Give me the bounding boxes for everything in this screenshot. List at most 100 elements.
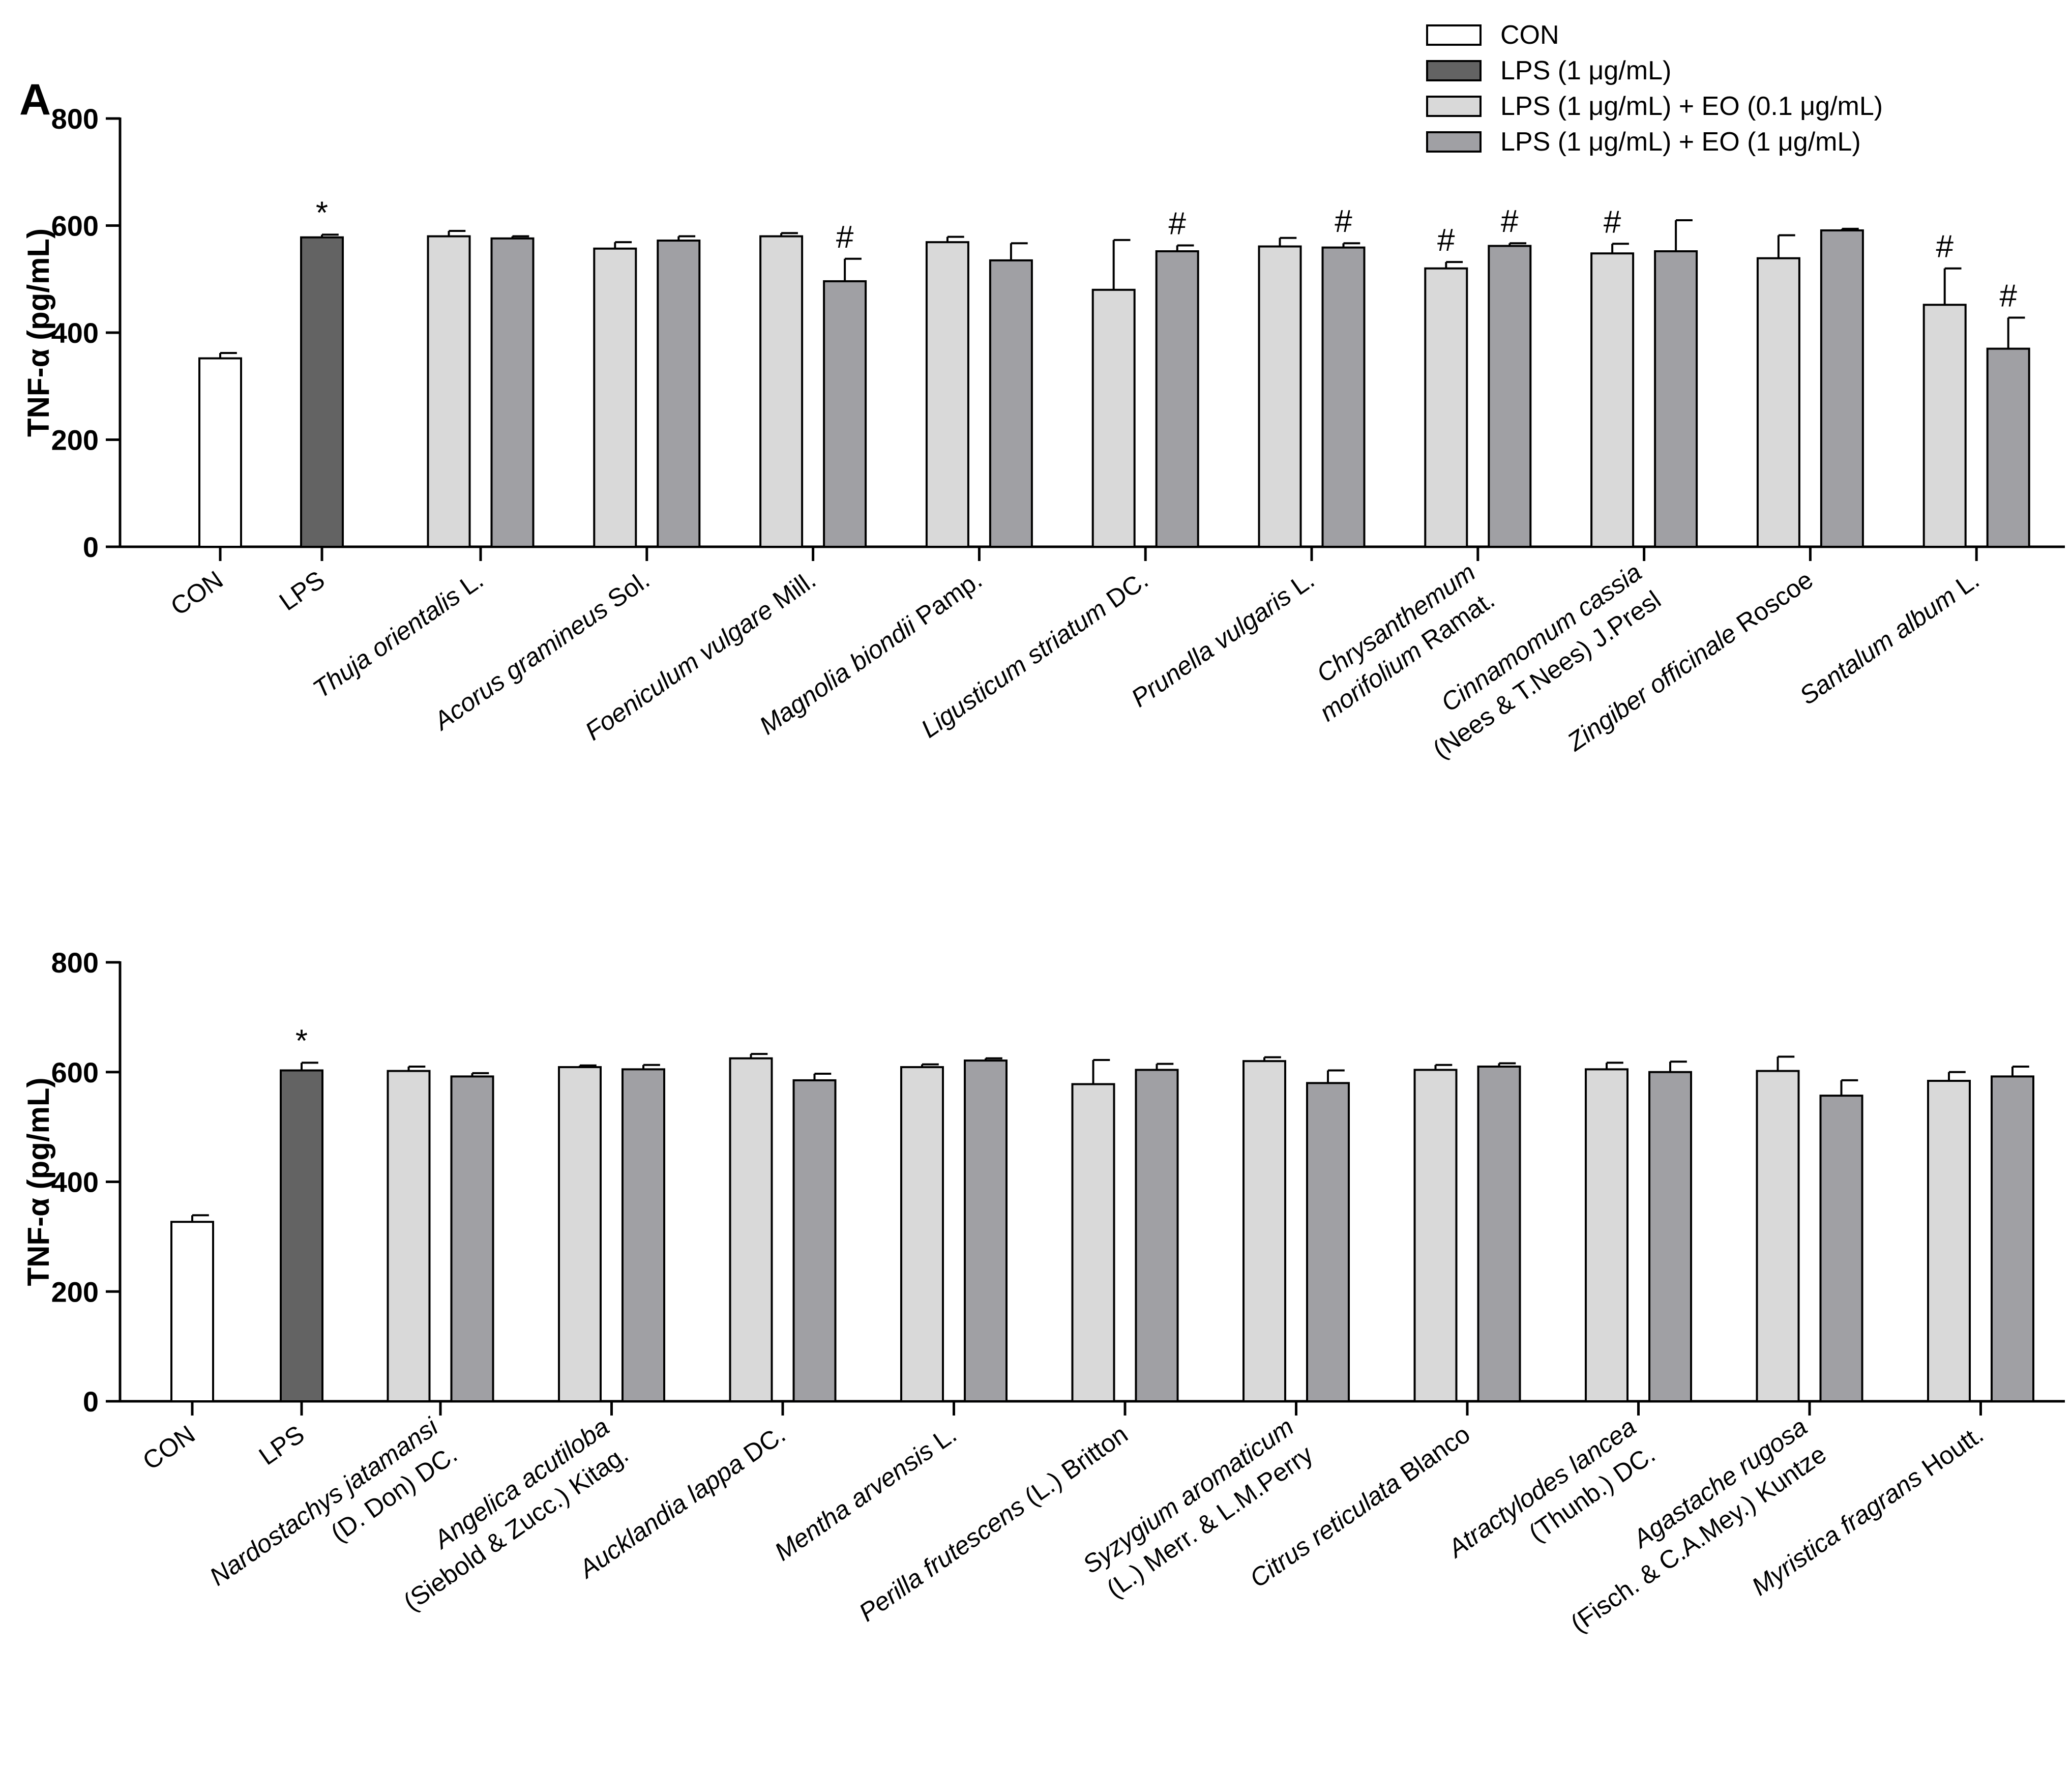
y-tick-label: 200 [51, 424, 99, 456]
bar-eo-high-2 [657, 239, 701, 548]
bar-eo-low-7 [1424, 267, 1468, 548]
category-label-run: Houtt. [1911, 1420, 1989, 1486]
legend-swatch-eo-high [1426, 131, 1482, 153]
bar-eo-low-9 [1756, 1070, 1800, 1402]
category-1-label-line1: Nardostachys jatamansi [204, 1411, 444, 1591]
bar-eo-low-4 [900, 1066, 944, 1402]
category-label-run: Roscoe [1726, 565, 1818, 642]
y-tick-label: 800 [51, 947, 99, 979]
y-tick-label: 600 [51, 210, 99, 242]
legend-swatch-lps [1426, 60, 1482, 81]
legend-label-eo-high: LPS (1 μg/mL) + EO (1 μg/mL) [1500, 127, 1861, 157]
category-1-label-line1: Thuja orientalis L. [308, 565, 488, 703]
bar-eo-low-7-significance-mark: # [1437, 223, 1455, 258]
bar-eo-low-8 [1585, 1068, 1629, 1402]
category-10-label: Santalum album L. [1794, 565, 1985, 710]
y-tick-label: 400 [51, 317, 99, 349]
category-con-label-line1: CON [137, 1420, 200, 1476]
category-3-label-line1: Aucklandia lappa DC. [573, 1420, 790, 1584]
category-label-run: LPS [274, 565, 330, 616]
bar-eo-high-5 [1155, 250, 1199, 548]
legend-swatch-eo-low [1426, 96, 1482, 117]
category-label-run: CON [165, 565, 228, 621]
bar-eo-high-5 [1135, 1069, 1179, 1403]
bar-eo-high-9 [1819, 1095, 1863, 1402]
bar-eo-high-6 [1306, 1082, 1350, 1402]
bar-eo-high-10 [1986, 347, 2030, 548]
category-5-label-line1: Perilla frutescens (L.) Britton [854, 1420, 1133, 1627]
bar-eo-high-4 [964, 1059, 1008, 1402]
category-4-label: Mentha arvensis L. [769, 1420, 962, 1566]
bar-eo-low-1 [427, 235, 471, 548]
bar-eo-high-10 [1991, 1075, 2034, 1402]
bar-eo-low-2 [558, 1066, 602, 1402]
bar-eo-high-7 [1488, 245, 1532, 548]
legend-label-eo-low: LPS (1 μg/mL) + EO (0.1 μg/mL) [1500, 92, 1883, 121]
bar-eo-low-8 [1590, 252, 1635, 548]
category-lps-label-line1: LPS [254, 1420, 310, 1470]
y-axis-label: TNF-α (pg/mL) [21, 228, 55, 437]
category-label-run: Mentha arvensis [769, 1436, 939, 1566]
category-label-run: Santalum album [1794, 581, 1961, 710]
category-lps-label: LPS [254, 1420, 310, 1470]
bar-eo-low-4 [925, 241, 969, 548]
bar-eo-high-3-significance-mark: # [836, 220, 854, 255]
bar-eo-low-10-significance-mark: # [1936, 229, 1953, 264]
y-tick-label: 200 [51, 1276, 99, 1308]
category-5-label: Perilla frutescens (L.) Britton [854, 1420, 1133, 1627]
bar-eo-high-9 [1820, 229, 1864, 548]
category-lps-label: LPS [274, 565, 330, 616]
bar-lps [300, 236, 344, 548]
category-con-label: CON [165, 565, 228, 621]
bar-eo-high-7 [1477, 1065, 1521, 1402]
category-con-label-line1: CON [165, 565, 228, 621]
category-8-label: Atractylodes lancea(Thunb.) DC. [1442, 1412, 1661, 1564]
bar-eo-high-1 [490, 237, 535, 548]
y-tick-label: 0 [83, 531, 99, 563]
legend: CON LPS (1 μg/mL) LPS (1 μg/mL) + EO (0.… [1426, 20, 1883, 157]
panel-label: A [19, 75, 51, 124]
category-label-run: Blanco [1389, 1420, 1475, 1492]
chart-bottom: 0 200 400 600 800 TNF-α (pg/mL) CON * LPSNardost… [21, 947, 2065, 1638]
bar-eo-high-5-significance-mark: # [1168, 206, 1186, 241]
category-label-run: LPS [254, 1420, 310, 1470]
bar-eo-low-3 [729, 1057, 773, 1402]
bar-eo-low-3 [759, 235, 804, 548]
category-con-label: CON [137, 1420, 200, 1476]
bar-eo-high-3 [823, 280, 867, 548]
legend-label-con: CON [1500, 20, 1559, 50]
category-label-run: Magnolia biondii [754, 611, 922, 740]
y-axis-label: TNF-α (pg/mL) [21, 1077, 55, 1286]
category-3-label: Aucklandia lappa DC. [573, 1420, 790, 1584]
bar-eo-low-6 [1258, 245, 1302, 548]
bar-eo-low-5 [1091, 288, 1136, 548]
category-label-run: Nardostachys jatamansi [204, 1411, 444, 1591]
category-1-label: Thuja orientalis L. [308, 565, 488, 703]
category-10-label-line1: Santalum album L. [1794, 565, 1985, 710]
bar-eo-high-1 [450, 1075, 494, 1402]
bar-lps-significance-mark: * [316, 195, 328, 230]
category-label-run: Perilla frutescens [854, 1492, 1030, 1627]
bar-eo-low-10 [1927, 1080, 1971, 1402]
category-label-run: Thuja orientalis [308, 581, 465, 703]
bar-eo-low-6 [1242, 1060, 1286, 1403]
bar-eo-high-4 [989, 259, 1033, 548]
category-6-label-line1: Prunella vulgaris L. [1126, 565, 1319, 713]
bar-eo-low-5 [1071, 1083, 1115, 1402]
y-tick-label: 0 [83, 1386, 99, 1418]
y-tick-label: 800 [51, 103, 99, 135]
bar-eo-high-6-significance-mark: # [1335, 204, 1352, 239]
bar-con [198, 357, 242, 548]
bar-eo-low-2 [593, 247, 637, 548]
legend-label-lps: LPS (1 μg/mL) [1500, 56, 1671, 85]
bar-eo-high-8 [1648, 1071, 1692, 1402]
category-4-label-line1: Mentha arvensis L. [769, 1420, 962, 1566]
category-label-run: (L.) Britton [1014, 1420, 1133, 1515]
category-label-run: Prunella vulgaris [1126, 581, 1296, 713]
bar-lps [280, 1069, 323, 1402]
bar-eo-high-6 [1321, 246, 1366, 548]
y-tick-label: 400 [51, 1166, 99, 1198]
bar-eo-low-1 [387, 1070, 431, 1402]
